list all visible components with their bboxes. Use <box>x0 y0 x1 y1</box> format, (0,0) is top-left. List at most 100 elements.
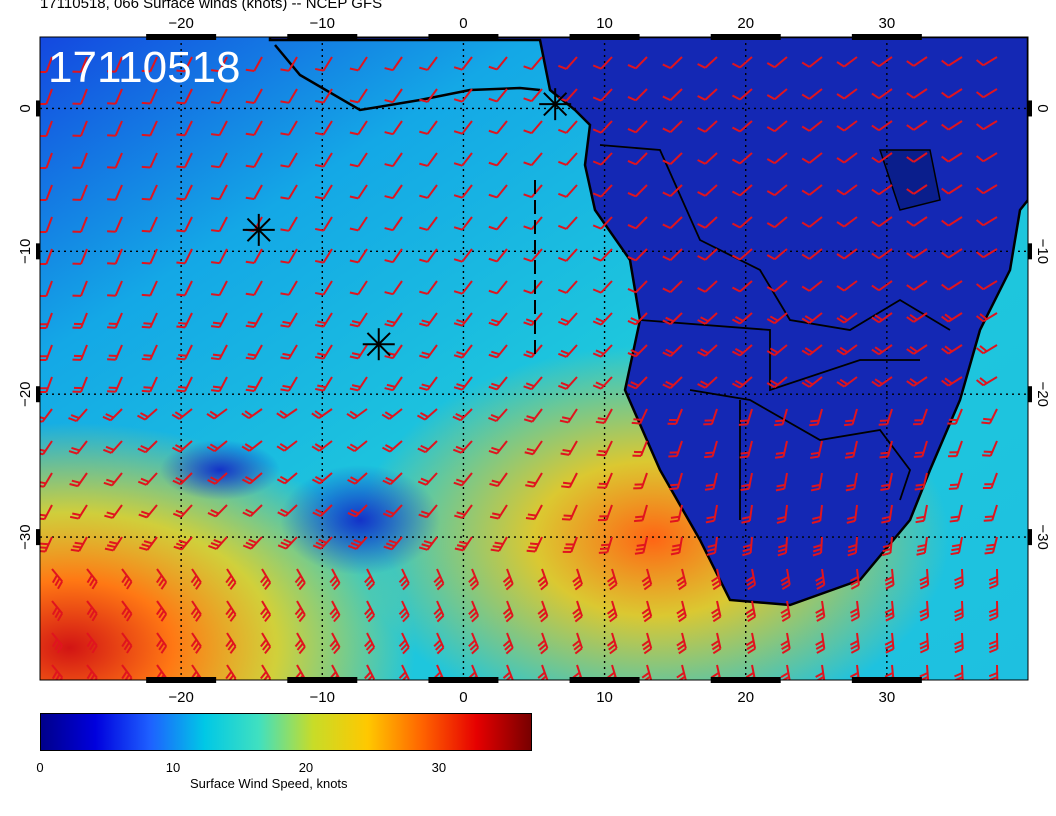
wind-barb <box>809 440 823 459</box>
wind-barb <box>632 440 648 457</box>
wind-barb <box>914 472 928 491</box>
wind-barb <box>418 504 438 519</box>
wind-barb <box>777 536 788 557</box>
wind-barb <box>906 152 928 163</box>
wind-barb <box>176 120 193 137</box>
wind-barb <box>384 184 403 200</box>
wind-barb <box>382 504 403 518</box>
storm-marker <box>362 328 395 361</box>
wind-barb <box>676 600 687 623</box>
wind-barb <box>975 152 998 163</box>
wind-barb <box>880 472 893 492</box>
lat-tick-label: 0 <box>1034 104 1051 112</box>
wind-barb <box>676 632 687 655</box>
wind-barb <box>633 472 648 490</box>
wind-barb <box>348 536 368 550</box>
wind-barb <box>312 504 333 518</box>
wind-barb <box>453 56 473 71</box>
wind-barb <box>558 344 578 358</box>
wind-barb <box>210 312 228 329</box>
wind-barb <box>245 120 263 136</box>
wind-barb <box>941 216 963 227</box>
wind-barb <box>836 280 858 292</box>
wind-barb <box>697 216 718 229</box>
wind-barb <box>488 88 508 103</box>
wind-barb <box>641 632 653 655</box>
wind-barb <box>975 56 998 67</box>
wind-barb <box>627 184 648 198</box>
axis-tick-bar <box>287 34 358 40</box>
wind-barb <box>280 312 298 328</box>
wind-barb <box>662 312 683 326</box>
wind-barb <box>176 280 193 297</box>
wind-barb <box>916 536 928 556</box>
wind-barb <box>398 600 410 623</box>
wind-barb <box>525 504 543 521</box>
wind-barb <box>107 344 123 361</box>
wind-barb <box>176 248 193 265</box>
wind-barb <box>662 344 683 358</box>
wind-barb <box>667 408 683 425</box>
wind-barb <box>245 56 263 72</box>
axis-tick-bar <box>36 386 40 403</box>
wind-barb <box>141 344 158 361</box>
wind-barb <box>384 376 403 392</box>
wind-barb <box>731 184 753 197</box>
wind-barb <box>314 312 333 328</box>
wind-barb <box>489 504 508 520</box>
wind-barb <box>398 568 410 591</box>
wind-barb <box>72 280 88 297</box>
wind-barb <box>502 600 514 623</box>
wind-barb <box>523 376 543 391</box>
wind-barb <box>488 344 508 359</box>
calm-eddy <box>280 465 440 575</box>
wind-barb <box>697 56 718 69</box>
wind-barb <box>836 312 858 324</box>
wind-barb <box>349 280 368 296</box>
wind-barb <box>349 184 368 200</box>
wind-barb <box>881 536 893 557</box>
lon-tick-label: −10 <box>310 15 335 32</box>
wind-barb <box>137 408 158 421</box>
wind-barb <box>454 504 473 519</box>
wind-barb <box>349 152 368 168</box>
wind-barb <box>523 280 543 295</box>
wind-barb <box>176 152 193 169</box>
wind-barb <box>731 120 753 133</box>
wind-barb <box>347 504 368 518</box>
wind-barb <box>40 216 53 233</box>
wind-barb <box>384 152 403 168</box>
wind-barb <box>711 632 722 655</box>
wind-barb <box>102 408 123 422</box>
wind-barb <box>780 664 791 680</box>
wind-barb <box>349 56 368 72</box>
axis-tick-bar <box>1028 243 1032 260</box>
wind-barb <box>982 472 998 490</box>
wind-barb <box>208 536 228 550</box>
wind-barb <box>419 56 438 71</box>
wind-barb <box>245 344 263 360</box>
wind-barb <box>141 280 158 297</box>
wind-barb <box>51 632 64 654</box>
wind-barb <box>488 56 508 71</box>
wind-barb <box>329 600 341 623</box>
wind-barb <box>40 472 53 488</box>
wind-barb <box>634 536 648 555</box>
wind-barb <box>662 248 683 262</box>
wind-barb <box>384 88 403 104</box>
wind-barb <box>242 536 263 550</box>
wind-barb <box>488 376 508 391</box>
wind-barb <box>260 600 272 623</box>
wind-barb <box>51 568 64 590</box>
wind-barb <box>731 312 753 325</box>
wind-barb <box>452 440 473 454</box>
wind-barb <box>836 184 858 196</box>
wind-barb <box>104 504 123 519</box>
wind-barb <box>815 568 826 590</box>
wind-barb <box>984 536 998 555</box>
axis-tick-bar <box>710 34 781 40</box>
wind-barb <box>731 376 753 389</box>
wind-barb <box>40 88 53 105</box>
wind-barb <box>40 312 53 329</box>
wind-barb <box>815 600 826 622</box>
